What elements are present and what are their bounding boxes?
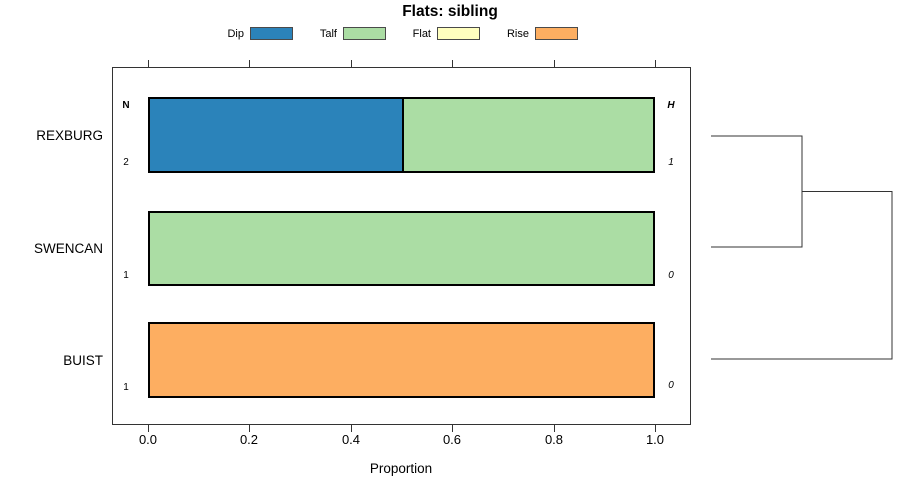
x-tick-label: 0.4 — [341, 432, 361, 447]
x-axis-title: Proportion — [369, 461, 433, 476]
x-tick-label: 0.2 — [239, 432, 259, 447]
h-value-buist: 0 — [668, 380, 674, 391]
bottom-tick — [148, 425, 149, 432]
dendrogram — [711, 135, 893, 360]
bar-segment-talf — [150, 213, 653, 284]
row-label-buist: BUIST — [63, 353, 103, 368]
bar-rexburg — [148, 97, 655, 173]
top-tick — [148, 60, 149, 67]
n-value-swencan: 1 — [123, 270, 129, 281]
top-tick — [452, 60, 453, 67]
plot-area — [112, 67, 691, 425]
bar-segment-dip — [150, 99, 402, 171]
legend-label-talf: Talf — [319, 27, 337, 40]
h-value-rexburg: 1 — [668, 157, 674, 168]
bar-buist — [148, 322, 655, 398]
chart-title: Flats: sibling — [402, 3, 498, 20]
top-tick — [249, 60, 250, 67]
legend-item-talf: Talf — [320, 27, 386, 40]
bar-swencan — [148, 211, 655, 286]
top-tick — [554, 60, 555, 67]
legend-label-rise: Rise — [506, 27, 529, 40]
bottom-tick — [554, 425, 555, 432]
bottom-tick — [655, 425, 656, 432]
x-tick-label: 0.0 — [138, 432, 158, 447]
bottom-tick — [249, 425, 250, 432]
legend-item-flat: Flat — [413, 27, 480, 40]
bar-segment-rise — [150, 324, 653, 396]
top-tick — [655, 60, 656, 67]
n-value-buist: 1 — [123, 382, 129, 393]
row-label-rexburg: REXBURG — [36, 128, 103, 143]
x-tick-label: 1.0 — [645, 432, 665, 447]
x-tick-label: 0.6 — [442, 432, 462, 447]
legend-label-dip: Dip — [227, 27, 244, 40]
top-tick — [351, 60, 352, 67]
legend-label-flat: Flat — [412, 27, 431, 40]
n-column-header: N — [122, 100, 130, 111]
bar-segment-talf — [401, 99, 653, 171]
h-value-swencan: 0 — [668, 270, 674, 281]
bottom-tick — [351, 425, 352, 432]
legend-item-rise: Rise — [507, 27, 578, 40]
legend-item-dip: Dip — [227, 27, 293, 40]
n-value-rexburg: 2 — [123, 157, 129, 168]
bottom-tick — [452, 425, 453, 432]
h-column-header: H — [667, 100, 675, 111]
row-label-swencan: SWENCAN — [33, 241, 103, 256]
x-tick-label: 0.8 — [544, 432, 564, 447]
